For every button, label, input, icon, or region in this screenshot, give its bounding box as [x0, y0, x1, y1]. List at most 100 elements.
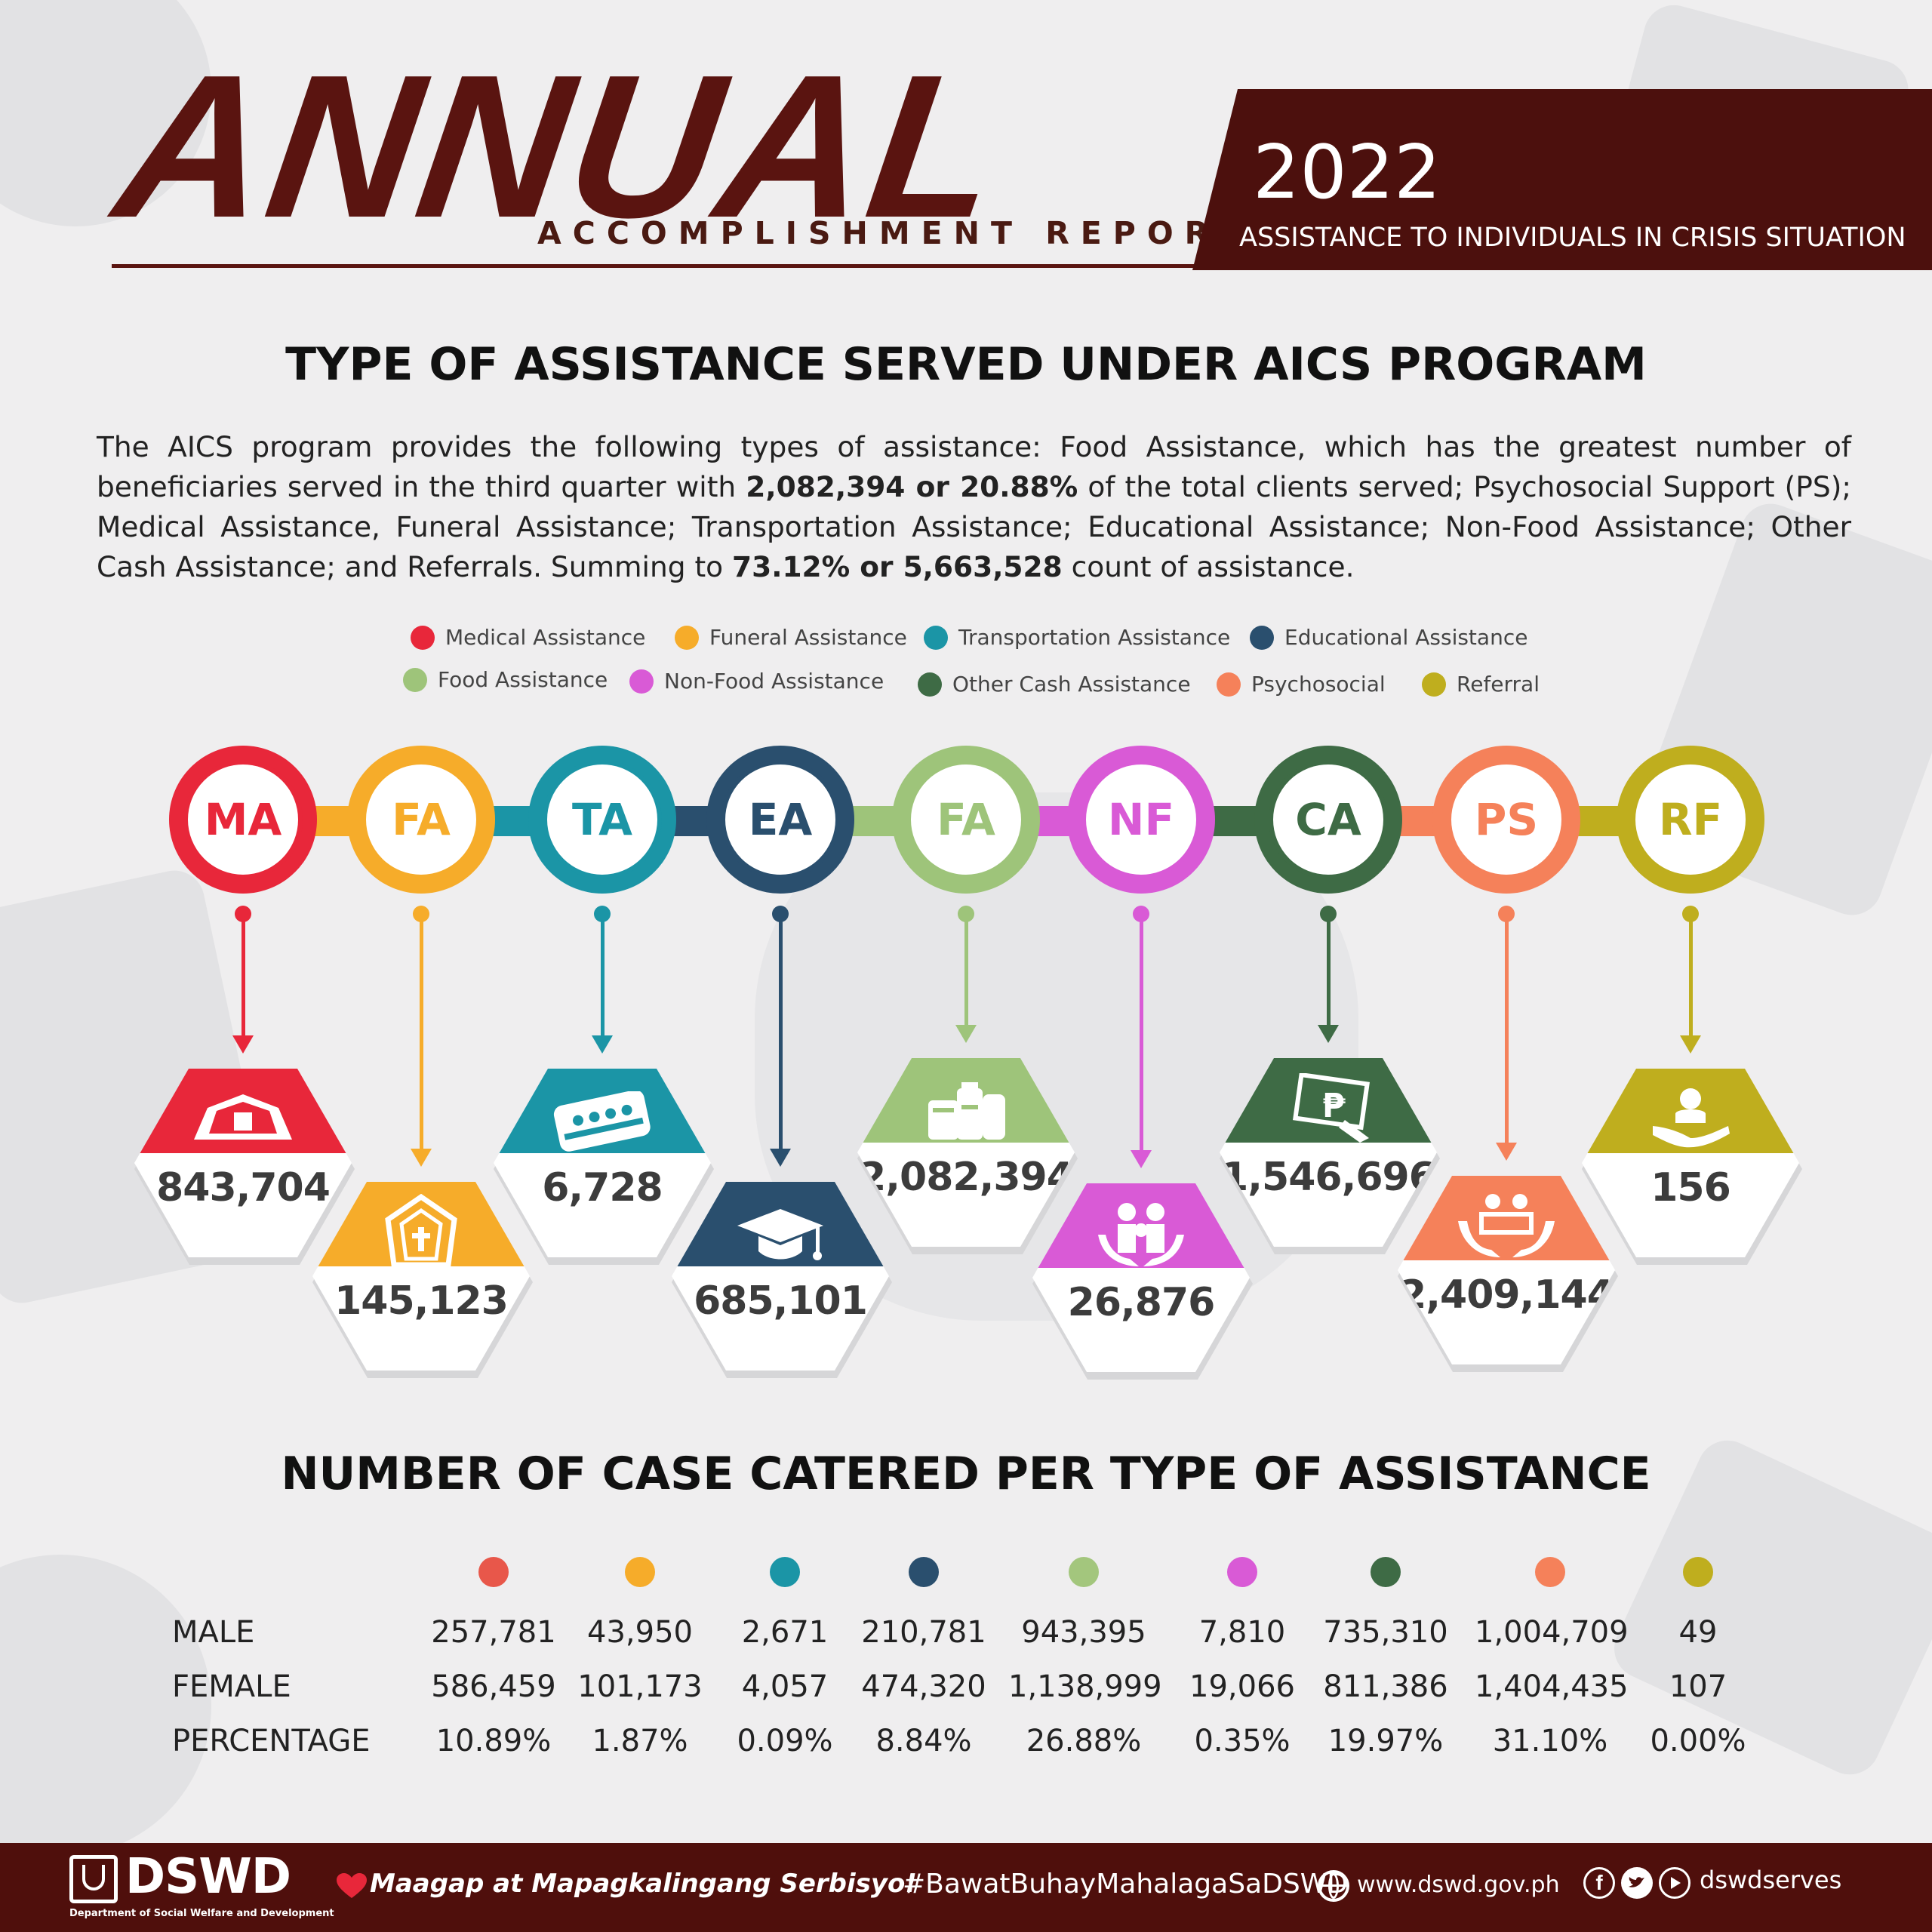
ring-badge: PS [1432, 746, 1580, 894]
legend-dot [1217, 672, 1241, 697]
stem-line [600, 913, 605, 1038]
stem-line [419, 913, 423, 1152]
footer-website[interactable]: www.dswd.gov.ph [1357, 1872, 1560, 1898]
dswd-logo-subtext: Department of Social Welfare and Develop… [69, 1908, 334, 1919]
card-value: 26,876 [1067, 1280, 1216, 1325]
bus-icon [494, 1069, 711, 1153]
stem-line [778, 913, 783, 1152]
table-cell-female: 107 [1669, 1669, 1727, 1704]
table-cell-male: 49 [1678, 1615, 1718, 1650]
table-cell-percentage: 0.09% [737, 1724, 833, 1758]
footer-social-handle[interactable]: dswdserves [1700, 1866, 1842, 1894]
youtube-icon[interactable] [1659, 1867, 1690, 1899]
svg-text:₱: ₱ [1322, 1087, 1346, 1125]
card-value: 685,101 [694, 1278, 868, 1324]
arrow-head [232, 1035, 254, 1054]
header-divider [112, 264, 1198, 268]
card-value: 156 [1651, 1165, 1731, 1211]
ring-badge: MA [169, 746, 317, 894]
table-cell-female: 19,066 [1189, 1669, 1295, 1704]
legend-label: Transportation Assistance [958, 625, 1231, 650]
legend-label: Referral [1457, 672, 1540, 697]
legend-item: Transportation Assistance [924, 625, 1230, 650]
column-color-dot [770, 1557, 800, 1587]
ring-code: MA [183, 760, 303, 879]
legend-dot [924, 625, 948, 650]
arrow-head [1496, 1143, 1517, 1161]
stem-line [1139, 913, 1143, 1153]
ring-badge: FA [892, 746, 1040, 894]
legend-item: Educational Assistance [1250, 625, 1527, 650]
column-color-dot [478, 1557, 509, 1587]
column-color-dot [1371, 1557, 1401, 1587]
card-value: 1,546,696 [1221, 1155, 1436, 1200]
card-value: 6,728 [542, 1165, 663, 1211]
ring-badge: EA [706, 746, 854, 894]
row-label-percentage: PERCENTAGE [172, 1724, 371, 1758]
ring-code: CA [1269, 760, 1388, 879]
column-color-dot [909, 1557, 939, 1587]
table-cell-male: 257,781 [431, 1615, 556, 1650]
description-text-1: The AICS program provides the following … [97, 430, 1851, 503]
legend-dot [403, 667, 427, 692]
column-color-dot [1683, 1557, 1713, 1587]
twitter-icon[interactable] [1621, 1867, 1653, 1899]
helping-hand-icon [1582, 1069, 1799, 1153]
table-cell-male: 43,950 [587, 1615, 693, 1650]
table-cell-female: 1,404,435 [1475, 1669, 1629, 1704]
coffin-icon [312, 1182, 530, 1266]
table-cell-percentage: 0.00% [1650, 1724, 1746, 1758]
row-label-female: FEMALE [172, 1669, 291, 1704]
legend-item: Funeral Assistance [675, 625, 907, 650]
column-color-dot [1069, 1557, 1099, 1587]
legend-label: Other Cash Assistance [952, 672, 1191, 697]
table-cell-percentage: 19.97% [1327, 1724, 1444, 1758]
dswd-logo-icon [69, 1855, 118, 1903]
table-cell-percentage: 0.35% [1194, 1724, 1291, 1758]
table-cell-percentage: 8.84% [875, 1724, 972, 1758]
report-year: 2022 [1253, 130, 1441, 216]
stem-line [241, 913, 245, 1038]
table-cell-percentage: 31.10% [1492, 1724, 1608, 1758]
legend-item: Non-Food Assistance [629, 669, 884, 694]
ring-code: FA [361, 760, 481, 879]
ring-code: TA [543, 760, 662, 879]
table-cell-female: 811,386 [1323, 1669, 1448, 1704]
table-cell-male: 1,004,709 [1475, 1615, 1629, 1650]
arrow-head [955, 1025, 977, 1043]
stem-line [1504, 913, 1509, 1146]
stem-line [1326, 913, 1331, 1028]
card-value: 145,123 [334, 1278, 509, 1324]
legend-label: Psychosocial [1251, 672, 1386, 697]
table-cell-male: 735,310 [1323, 1615, 1448, 1650]
section-title-cases: NUMBER OF CASE CATERED PER TYPE OF ASSIS… [281, 1447, 1651, 1500]
arrow-head [1680, 1035, 1701, 1054]
facebook-icon[interactable]: f [1583, 1867, 1615, 1899]
table-cell-male: 7,810 [1198, 1615, 1286, 1650]
ring-badge: FA [347, 746, 495, 894]
dswd-logo-text: DSWD [125, 1849, 291, 1905]
table-cell-female: 1,138,999 [1008, 1669, 1162, 1704]
description-bold-1: 2,082,394 or 20.88% [746, 470, 1078, 503]
header-band [1192, 89, 1932, 270]
table-cell-male: 210,781 [861, 1615, 986, 1650]
arrow-head [1318, 1025, 1339, 1043]
legend-item: Psychosocial [1217, 672, 1386, 697]
legend-label: Medical Assistance [445, 625, 646, 650]
table-cell-female: 586,459 [431, 1669, 556, 1704]
ring-code: NF [1081, 760, 1201, 879]
table-cell-female: 474,320 [861, 1669, 986, 1704]
legend-dot [1422, 672, 1446, 697]
report-subtitle: ACCOMPLISHMENT REPORT [537, 215, 1251, 251]
table-cell-percentage: 10.89% [435, 1724, 552, 1758]
table-cell-percentage: 26.88% [1026, 1724, 1142, 1758]
legend-label: Educational Assistance [1284, 625, 1528, 650]
ring-badge: NF [1067, 746, 1215, 894]
table-cell-percentage: 1.87% [592, 1724, 688, 1758]
legend-dot [918, 672, 942, 697]
legend-dot [1250, 625, 1274, 650]
description-bold-2: 73.12% or 5,663,528 [732, 550, 1063, 583]
table-cell-male: 943,395 [1021, 1615, 1146, 1650]
card-value: 2,409,144 [1399, 1272, 1614, 1318]
arrow-head [411, 1149, 432, 1167]
